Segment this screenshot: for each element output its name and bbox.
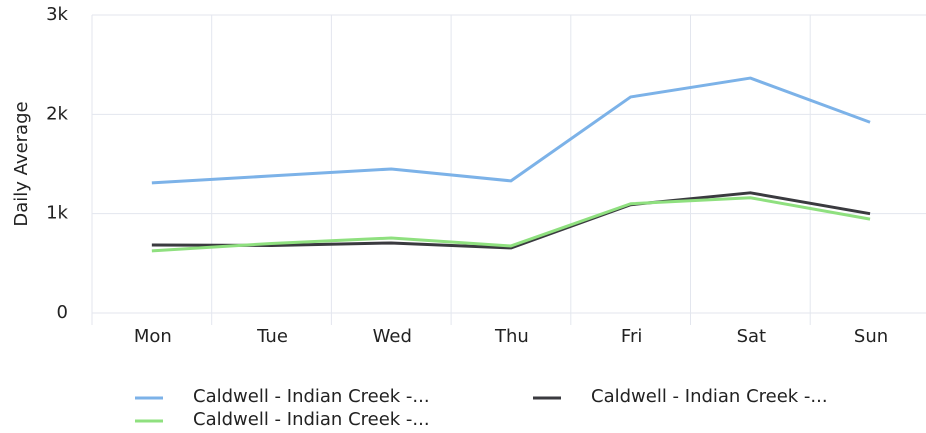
x-tick-label: Sat xyxy=(737,326,767,347)
x-tick-label: Wed xyxy=(373,326,412,347)
x-tick-label: Sun xyxy=(854,326,888,347)
x-tick-label: Fri xyxy=(621,326,642,347)
x-tick-label: Mon xyxy=(134,326,172,347)
x-tick-label: Thu xyxy=(494,326,529,347)
y-tick-label: 0 xyxy=(57,302,68,323)
x-tick-label: Tue xyxy=(256,326,288,347)
legend-label: Caldwell - Indian Creek -... xyxy=(193,409,430,430)
y-tick-label: 3k xyxy=(46,4,68,25)
y-axis-title: Daily Average xyxy=(11,101,32,226)
legend-label: Caldwell - Indian Creek -... xyxy=(591,386,828,407)
y-tick-label: 2k xyxy=(46,103,68,124)
line-series xyxy=(151,76,871,185)
y-tick-label: 1k xyxy=(46,203,68,224)
line-series xyxy=(151,196,871,253)
legend-label: Caldwell - Indian Creek -... xyxy=(193,386,430,407)
line-series xyxy=(151,191,871,250)
